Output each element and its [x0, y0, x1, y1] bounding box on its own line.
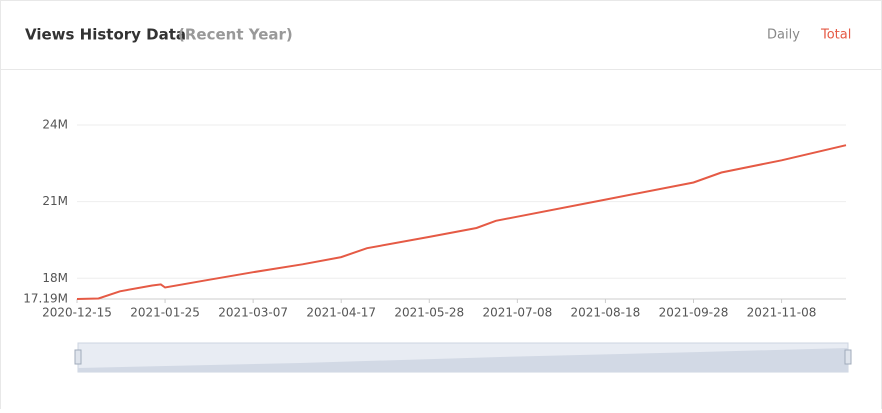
chart-subtitle: (Recent Year) [178, 26, 293, 44]
data-line [76, 144, 847, 300]
x-tick-label: 2021-07-08 [482, 306, 552, 320]
x-tick-label: 2021-03-07 [218, 306, 288, 320]
x-tick-label: 2021-11-08 [747, 306, 817, 320]
tab-total[interactable]: Total [820, 28, 851, 43]
y-tick-label: 18M [42, 271, 68, 285]
y-tick-label: 17.19M [23, 292, 68, 306]
x-tick-label: 2021-08-18 [571, 306, 641, 320]
x-tick-label: 2021-04-17 [306, 306, 376, 320]
y-tick-label: 21M [42, 194, 68, 208]
x-tick-label: 2021-01-25 [130, 306, 200, 320]
slider-handle[interactable] [74, 349, 82, 365]
tab-daily[interactable]: Daily [767, 28, 800, 43]
x-tick-label: 2020-12-15 [42, 306, 112, 320]
slider-handle[interactable] [844, 349, 852, 365]
y-tick-label: 24M [42, 118, 68, 132]
zoom-slider[interactable] [74, 342, 852, 373]
x-tick-label: 2021-05-28 [394, 306, 464, 320]
slider-preview [78, 348, 848, 372]
chart-title: Views History Data [25, 26, 186, 44]
x-tick-label: 2021-09-28 [659, 306, 729, 320]
